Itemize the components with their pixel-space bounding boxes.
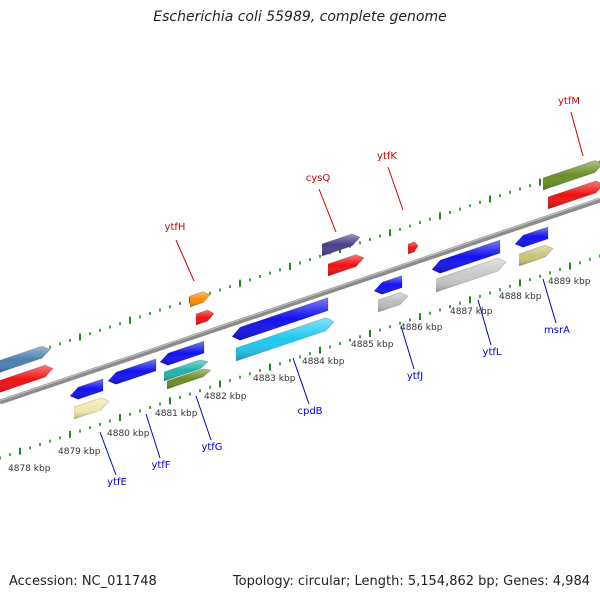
gene-label-ytfm: ytfM [558, 96, 580, 107]
inner-tick-ring [0, 251, 600, 463]
kbp-label: 4885 kbp [351, 340, 394, 350]
gene-label-ytff: ytfF [151, 460, 170, 471]
kbp-label: 4878 kbp [8, 464, 51, 474]
kbp-label: 4879 kbp [58, 447, 101, 457]
gene-label-ytfj: ytfJ [407, 371, 423, 382]
gene-label-cysq-leader [319, 189, 336, 232]
kbp-label: 4887 kbp [450, 307, 493, 317]
gene-feature-shading [374, 276, 402, 295]
gene-label-ytfg-leader [196, 396, 211, 440]
gene-label-ytfl: ytfL [483, 347, 502, 358]
genome-map: ytfH cysQ ytfK ytfM ytfE ytfF ytfG cpdB ytfJ ytfL… [0, 0, 600, 600]
kbp-label: 4881 kbp [155, 409, 198, 419]
kbp-label: 4884 kbp [302, 357, 345, 367]
gene-label-ytfk-leader [388, 167, 403, 210]
gene-features [0, 160, 600, 419]
kbp-label: 4882 kbp [204, 392, 247, 402]
gene-label-ytfk: ytfK [377, 151, 397, 162]
gene-label-cysq: cysQ [306, 173, 331, 184]
gene-label-ytfg: ytfG [201, 442, 222, 453]
gene-label-ytfh-leader [176, 240, 194, 281]
kbp-label: 4883 kbp [253, 374, 296, 384]
gene-label-ytfe: ytfE [107, 477, 127, 488]
gene-label-cpdb: cpdB [297, 406, 322, 417]
gene-label-ytfh: ytfH [165, 222, 186, 233]
gene-feature-shading [378, 293, 408, 312]
kbp-label: 4886 kbp [400, 323, 443, 333]
kbp-label: 4888 kbp [499, 292, 542, 302]
gene-label-msra: msrA [544, 325, 570, 336]
kbp-label: 4880 kbp [107, 429, 150, 439]
accession-label: Accession: NC_011748 [9, 574, 157, 589]
kbp-label: 4889 kbp [548, 277, 591, 287]
genome-stats-label: Topology: circular; Length: 5,154,862 bp… [233, 574, 590, 589]
gene-label-ytfm-leader [571, 112, 583, 156]
